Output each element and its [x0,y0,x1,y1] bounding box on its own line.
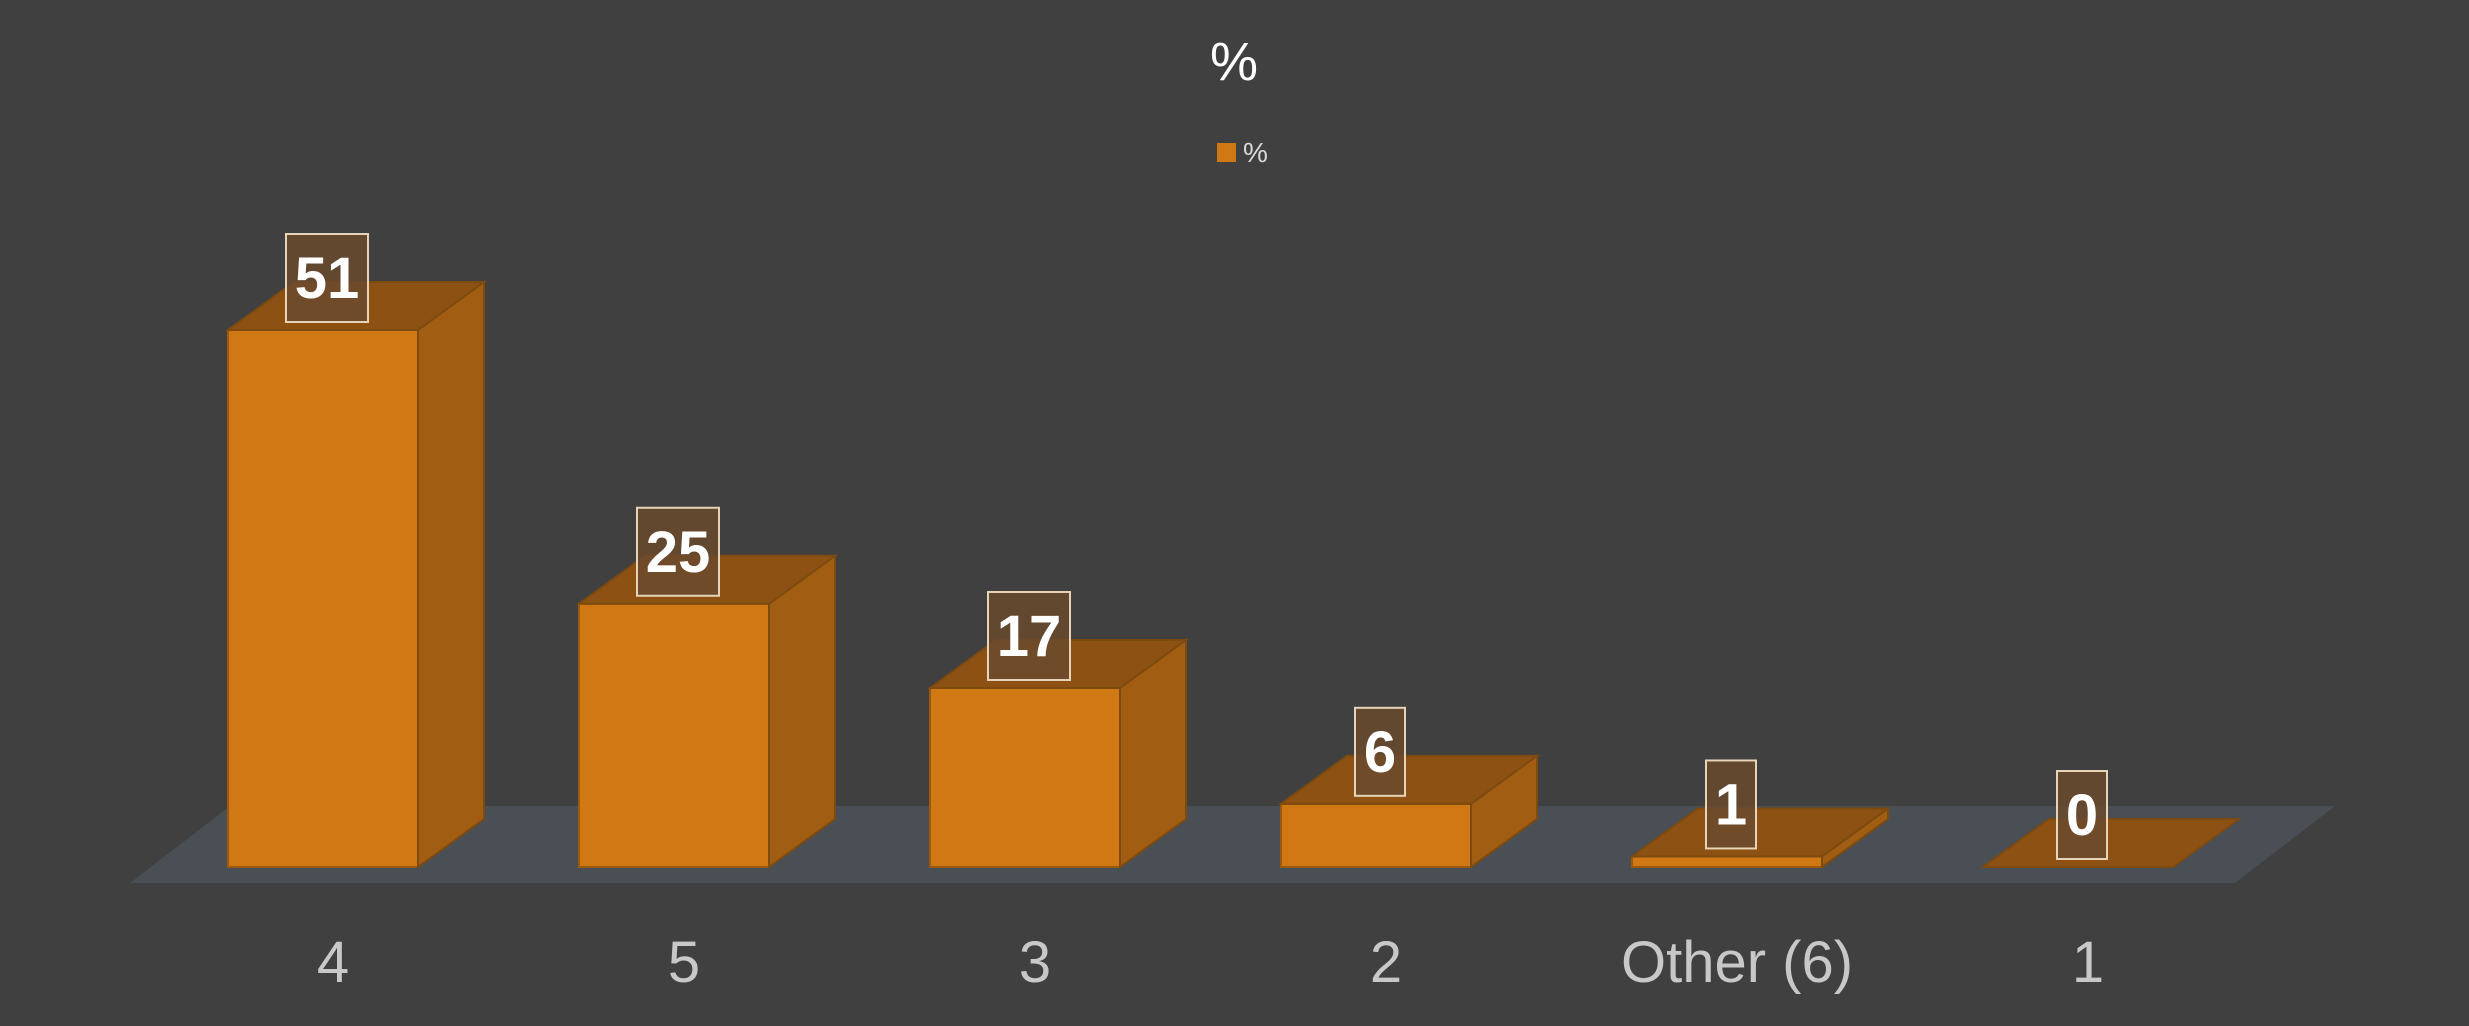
bar-top [1277,754,1541,805]
data-label: 6 [1364,720,1396,785]
bar-front [1280,802,1472,869]
data-label: 0 [2066,783,2098,848]
data-label: 17 [997,604,1062,669]
data-label-box [1354,706,1406,797]
data-label-box [285,233,369,323]
x-tick-label: 5 [668,930,700,995]
x-axis-tick-labels: 4 5 3 2 Other (6) 1 [317,930,2104,995]
bar-front [227,329,419,868]
legend: % [1217,137,1268,168]
x-tick-label: Other (6) [1621,930,1853,995]
bar-front [1631,855,1823,868]
chart-title: % [1210,32,1258,92]
legend-label: % [1243,137,1268,168]
bar-front [929,687,1121,868]
bar-front [578,602,770,868]
data-label: 51 [295,246,360,311]
data-label: 1 [1715,772,1747,837]
bar-2: 25 [575,506,839,869]
data-label-box [636,506,720,597]
x-tick-label: 4 [317,930,349,995]
data-label-box [987,591,1071,681]
bar-5: 1 [1628,759,1892,869]
data-label: 25 [646,520,711,585]
bar-side [768,553,836,869]
data-label-box [2056,770,2108,860]
legend-swatch [1217,143,1236,162]
bar-6: 0 [1979,770,2243,868]
bar-3: 17 [926,591,1190,869]
data-label-box [1705,759,1757,850]
x-tick-label: 2 [1370,930,1402,995]
bar-side [417,280,485,869]
x-tick-label: 1 [2072,930,2104,995]
bar-1: 51 [224,233,488,869]
bar-4: 6 [1277,706,1541,869]
x-tick-label: 3 [1019,930,1051,995]
bar-top [1628,807,1892,858]
bar-series: 51 25 17 6 1 0 [224,233,2243,869]
bar-top [1979,818,2243,868]
